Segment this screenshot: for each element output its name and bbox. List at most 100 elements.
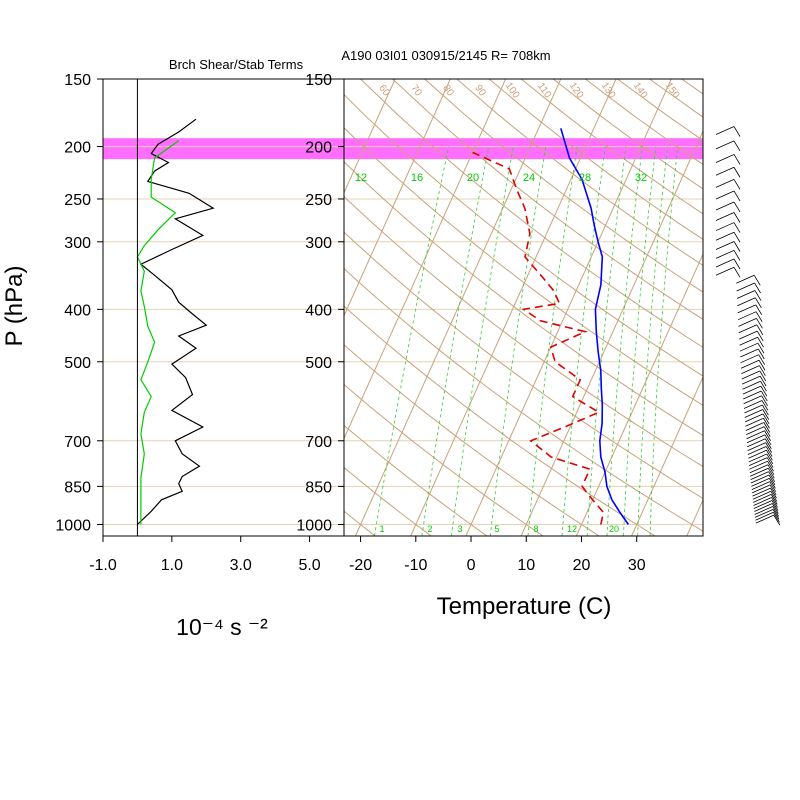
x-tick-label: 5.0 — [298, 557, 320, 574]
wind-barb-flag — [763, 426, 771, 437]
wind-barb-flag — [769, 478, 776, 489]
mixing-ratio-label: 20 — [467, 172, 479, 184]
wind-barb-flag — [756, 318, 763, 329]
wind-barb-flag — [757, 337, 764, 348]
wind-barb — [715, 201, 735, 211]
y-tick-label: 150 — [64, 72, 91, 89]
wind-barb — [745, 417, 764, 427]
wind-barb — [739, 336, 758, 346]
wind-barb-flag — [733, 140, 741, 152]
wind-barb — [751, 481, 770, 491]
y-tick-label: 400 — [305, 302, 332, 319]
wind-barb-flag — [733, 250, 741, 261]
wind-barb — [754, 509, 774, 518]
shear-stability-title: Brch Shear/Stab Terms — [169, 57, 304, 72]
wind-barb-flag — [770, 487, 777, 499]
wind-barb-flag — [771, 497, 778, 508]
wind-barb-flag — [766, 453, 774, 465]
wind-barb — [755, 511, 774, 521]
y-tick-label: 500 — [305, 355, 332, 372]
isotherm — [686, 498, 703, 536]
wind-barb — [715, 154, 735, 163]
dry-adiabat — [360, 79, 703, 348]
wind-barb — [738, 317, 757, 327]
wind-barb — [747, 446, 767, 455]
wind-barb — [741, 365, 760, 375]
wind-barb — [748, 449, 767, 459]
mixing-ratio-line — [489, 146, 547, 536]
mixing-ratio-label: 2 — [427, 524, 432, 534]
wind-barb-flag — [764, 430, 771, 441]
dry-adiabat — [344, 383, 544, 536]
y-tick-label: 850 — [64, 479, 91, 496]
wind-barb-flag — [763, 422, 771, 433]
dry-adiabat — [344, 424, 488, 536]
mixing-ratio-label: 20 — [609, 524, 619, 534]
mixing-ratio-label: 5 — [494, 524, 499, 534]
y-tick-label: 850 — [305, 479, 332, 496]
shear-stability-series-1 — [136, 118, 215, 525]
wind-barb-flag — [767, 464, 775, 475]
wind-barb — [715, 190, 735, 200]
wind-barb-flag — [771, 500, 779, 511]
shear-stability-panel: 150 200 250 300 400 500 700 850 1000 -1.0 1.0 3.0 5.… — [1, 57, 345, 640]
dry-adiabat — [344, 93, 703, 377]
wind-barb-flag — [755, 297, 762, 309]
temperature-profile — [560, 128, 630, 525]
mixing-ratio-label: 12 — [567, 524, 577, 534]
wind-barb — [743, 390, 762, 400]
y-tick-label: 300 — [305, 235, 332, 252]
wind-barb — [746, 426, 765, 436]
wind-barb — [753, 494, 772, 503]
wind-barb-flag — [759, 365, 766, 376]
mixing-ratio-line — [637, 146, 668, 536]
y-tick-label: 300 — [64, 235, 91, 252]
wind-barb — [715, 250, 735, 259]
wind-barb-flag — [753, 275, 761, 286]
wind-barb-flag — [733, 241, 741, 252]
skewt-title: A190 03I01 030915/2145 R= 708km — [341, 48, 550, 63]
dry-adiabat-label: 90 — [472, 83, 488, 99]
dry-adiabat-label: 150 — [663, 81, 682, 101]
wind-barb-flag — [769, 484, 777, 496]
wind-barb-flag — [755, 304, 763, 316]
dry-adiabat-label: 130 — [599, 81, 618, 101]
wind-barb-flag — [772, 509, 780, 520]
dry-adiabat-label: 100 — [503, 81, 522, 101]
isotherm — [354, 79, 562, 536]
isotherm — [344, 79, 507, 440]
mixing-ratio-label: 24 — [523, 172, 535, 184]
wind-barb-flag — [761, 400, 769, 411]
wind-barb — [747, 442, 766, 451]
wind-barb — [715, 166, 735, 176]
x-tick-label: 1.0 — [161, 557, 183, 574]
wind-barb — [715, 266, 735, 276]
dry-adiabat-label: 140 — [631, 81, 650, 101]
wind-barb — [738, 324, 757, 334]
wind-barb — [739, 330, 758, 340]
wind-barb-flag — [766, 457, 774, 468]
wind-barb — [715, 179, 735, 188]
wind-barb-flag — [733, 126, 741, 137]
wind-barb-flag — [773, 512, 780, 523]
wind-barb-flag — [758, 360, 766, 371]
x-tick-label: 20 — [573, 557, 591, 574]
wind-barb — [739, 342, 759, 352]
wind-barb — [752, 490, 772, 500]
wind-barb-flag — [762, 409, 770, 420]
wind-barb-flag — [733, 232, 741, 243]
mixing-ratio-line — [374, 146, 450, 536]
dry-adiabat — [344, 195, 703, 468]
wind-barb-flag — [755, 311, 763, 322]
wind-barb — [737, 311, 757, 321]
wind-barb — [750, 474, 770, 484]
wind-barb — [737, 297, 756, 307]
wind-barb — [746, 430, 765, 440]
y-tick-label: 250 — [305, 192, 332, 209]
mixing-ratio-label: 32 — [635, 172, 647, 184]
sounding-profiles — [472, 128, 630, 525]
wind-barb — [754, 503, 773, 512]
y-tick-label: 200 — [64, 140, 91, 157]
